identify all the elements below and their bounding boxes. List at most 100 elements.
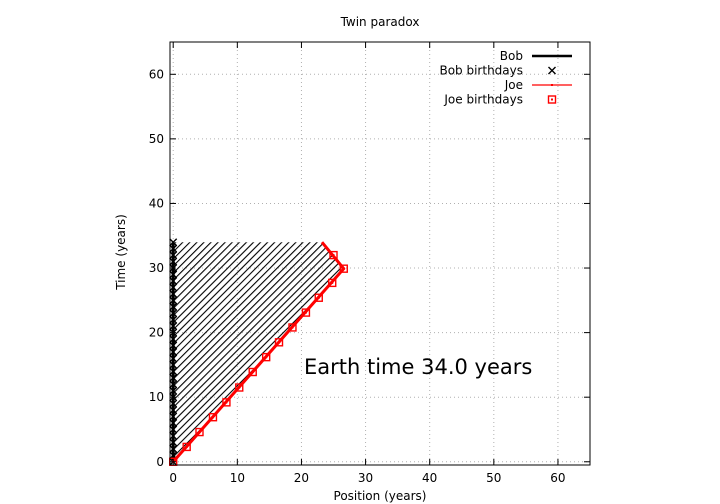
joe-birthdays-point-dot bbox=[211, 416, 214, 419]
joe-birthdays-point-dot bbox=[291, 326, 294, 329]
series-layer bbox=[169, 238, 348, 466]
legend-label: Joe bbox=[504, 78, 523, 92]
joe-birthdays-point-outline bbox=[248, 367, 257, 377]
y-tick-label: 10 bbox=[149, 390, 164, 404]
y-axis-label: Time (years) bbox=[114, 214, 128, 291]
chart-title: Twin paradox bbox=[340, 15, 420, 29]
hatched-region bbox=[173, 242, 344, 462]
joe-birthdays-point bbox=[288, 323, 297, 332]
x-tick-label: 40 bbox=[422, 471, 437, 485]
joe-birthdays-point-outline bbox=[314, 293, 323, 302]
bob-birthdays-point bbox=[169, 444, 178, 453]
bob-birthdays-point bbox=[169, 251, 178, 260]
x-tick-label: 50 bbox=[486, 471, 501, 485]
bob-birthdays-point bbox=[169, 412, 178, 421]
x-tick-label: 20 bbox=[294, 471, 309, 485]
joe-birthdays-point-outline bbox=[222, 398, 231, 407]
legend-marker-sample bbox=[548, 66, 556, 75]
y-tick-label: 40 bbox=[149, 196, 164, 210]
joe-birthdays-point-outline bbox=[329, 250, 338, 260]
joe-birthdays-point-dot bbox=[225, 401, 228, 404]
joe-birthdays-point-dot bbox=[317, 296, 320, 299]
hatched-region-fill bbox=[173, 242, 344, 462]
legend-item-bob: Bob bbox=[500, 49, 572, 63]
legend-marker-sample-dot bbox=[551, 98, 553, 101]
bob-birthdays-point bbox=[169, 276, 178, 285]
joe-birthdays-point-outline bbox=[301, 308, 311, 317]
joe-birthdays-point bbox=[222, 398, 231, 407]
earth-time-annotation: Earth time 34.0 years bbox=[304, 355, 532, 379]
bob-birthdays-point bbox=[169, 238, 178, 247]
legend-item-bob-birthdays: Bob birthdays bbox=[439, 64, 556, 78]
legend-label: Bob bbox=[500, 49, 523, 63]
joe-birthdays-point bbox=[274, 338, 284, 347]
x-tick-label: 0 bbox=[169, 471, 177, 485]
joe-birthdays-point-outline bbox=[274, 338, 284, 347]
joe-birthdays-point-dot bbox=[198, 431, 201, 434]
bob-birthdays-point bbox=[169, 302, 178, 311]
legend-label: Joe birthdays bbox=[443, 93, 523, 107]
bob-birthdays-point bbox=[169, 386, 178, 395]
bob-birthdays-point bbox=[169, 406, 178, 415]
legend-marker-sample bbox=[547, 95, 557, 104]
bob-birthdays-point bbox=[169, 289, 178, 298]
joe-birthdays-point-dot bbox=[304, 311, 307, 314]
joe-birthdays-point bbox=[182, 442, 191, 452]
plot-frame bbox=[169, 41, 591, 466]
joe-birthdays-point-dot bbox=[278, 341, 281, 344]
bob-birthdays-point bbox=[169, 315, 178, 324]
y-tick-label: 60 bbox=[149, 67, 164, 81]
bob-birthdays-point bbox=[169, 425, 178, 434]
bob-birthdays-point bbox=[169, 244, 178, 253]
legend-label: Bob birthdays bbox=[439, 64, 523, 78]
bob-birthdays-point bbox=[169, 296, 178, 305]
joe-birthdays-point-outline bbox=[182, 442, 191, 452]
joe-birthdays-point-dot bbox=[265, 356, 268, 359]
x-tick-label: 60 bbox=[550, 471, 565, 485]
bob-birthdays-point bbox=[169, 431, 178, 440]
joe-birthdays-point bbox=[235, 383, 244, 392]
joe-birthdays-point-outline bbox=[261, 352, 271, 362]
joe-birthdays-point bbox=[328, 278, 337, 288]
y-tick-label: 20 bbox=[149, 326, 164, 340]
legend-item-joe: Joe bbox=[504, 78, 572, 92]
joe-birthdays-point-dot bbox=[342, 267, 345, 270]
bob-birthdays-point bbox=[169, 367, 178, 376]
joe-birthdays-point-outline bbox=[339, 264, 348, 273]
y-tick-label: 30 bbox=[149, 261, 164, 275]
bob-birthdays-point bbox=[169, 283, 178, 292]
x-tick-label: 10 bbox=[230, 471, 245, 485]
joe-birthdays-point bbox=[208, 413, 218, 422]
joe-birthdays-point-outline bbox=[208, 413, 218, 422]
joe-birthdays-point bbox=[248, 367, 257, 377]
legend-marker-sample-outline bbox=[547, 95, 557, 104]
bob-birthdays-point bbox=[169, 335, 178, 344]
bob-birthdays-point bbox=[169, 322, 178, 331]
bob-birthdays-point bbox=[169, 341, 178, 350]
bob-birthdays-point bbox=[169, 360, 178, 369]
joe-birthdays-point bbox=[261, 352, 271, 362]
bob-birthdays-point bbox=[169, 347, 178, 356]
x-tick-label: 30 bbox=[358, 471, 373, 485]
bob-birthdays-point bbox=[169, 270, 178, 279]
bob-birthdays-point bbox=[169, 399, 178, 408]
joe-birthdays-point bbox=[314, 293, 323, 302]
joe-birthdays-point-dot bbox=[185, 445, 188, 448]
legend-line-dot bbox=[551, 84, 553, 86]
axis-ticks: 0 10 20 30 40 50 60 0 10 20 30 40 50 60 bbox=[149, 42, 590, 485]
joe-birthdays-point-outline bbox=[195, 427, 204, 437]
joe-birthdays-point-dot bbox=[331, 281, 334, 284]
bob-birthdays-point bbox=[169, 419, 178, 428]
joe-birthdays-point-outline bbox=[288, 323, 297, 332]
y-tick-label: 0 bbox=[156, 455, 164, 469]
joe-birthdays-point bbox=[339, 264, 348, 273]
joe-birthdays-point-dot bbox=[238, 386, 241, 389]
joe-birthdays-point bbox=[301, 308, 311, 317]
x-axis-label: Position (years) bbox=[334, 489, 427, 503]
joe-birthdays-point bbox=[195, 427, 204, 437]
joe-birthdays-point-outline bbox=[235, 383, 244, 392]
legend-item-joe-birthdays: Joe birthdays bbox=[443, 93, 557, 107]
joe-birthdays-point bbox=[329, 250, 338, 260]
